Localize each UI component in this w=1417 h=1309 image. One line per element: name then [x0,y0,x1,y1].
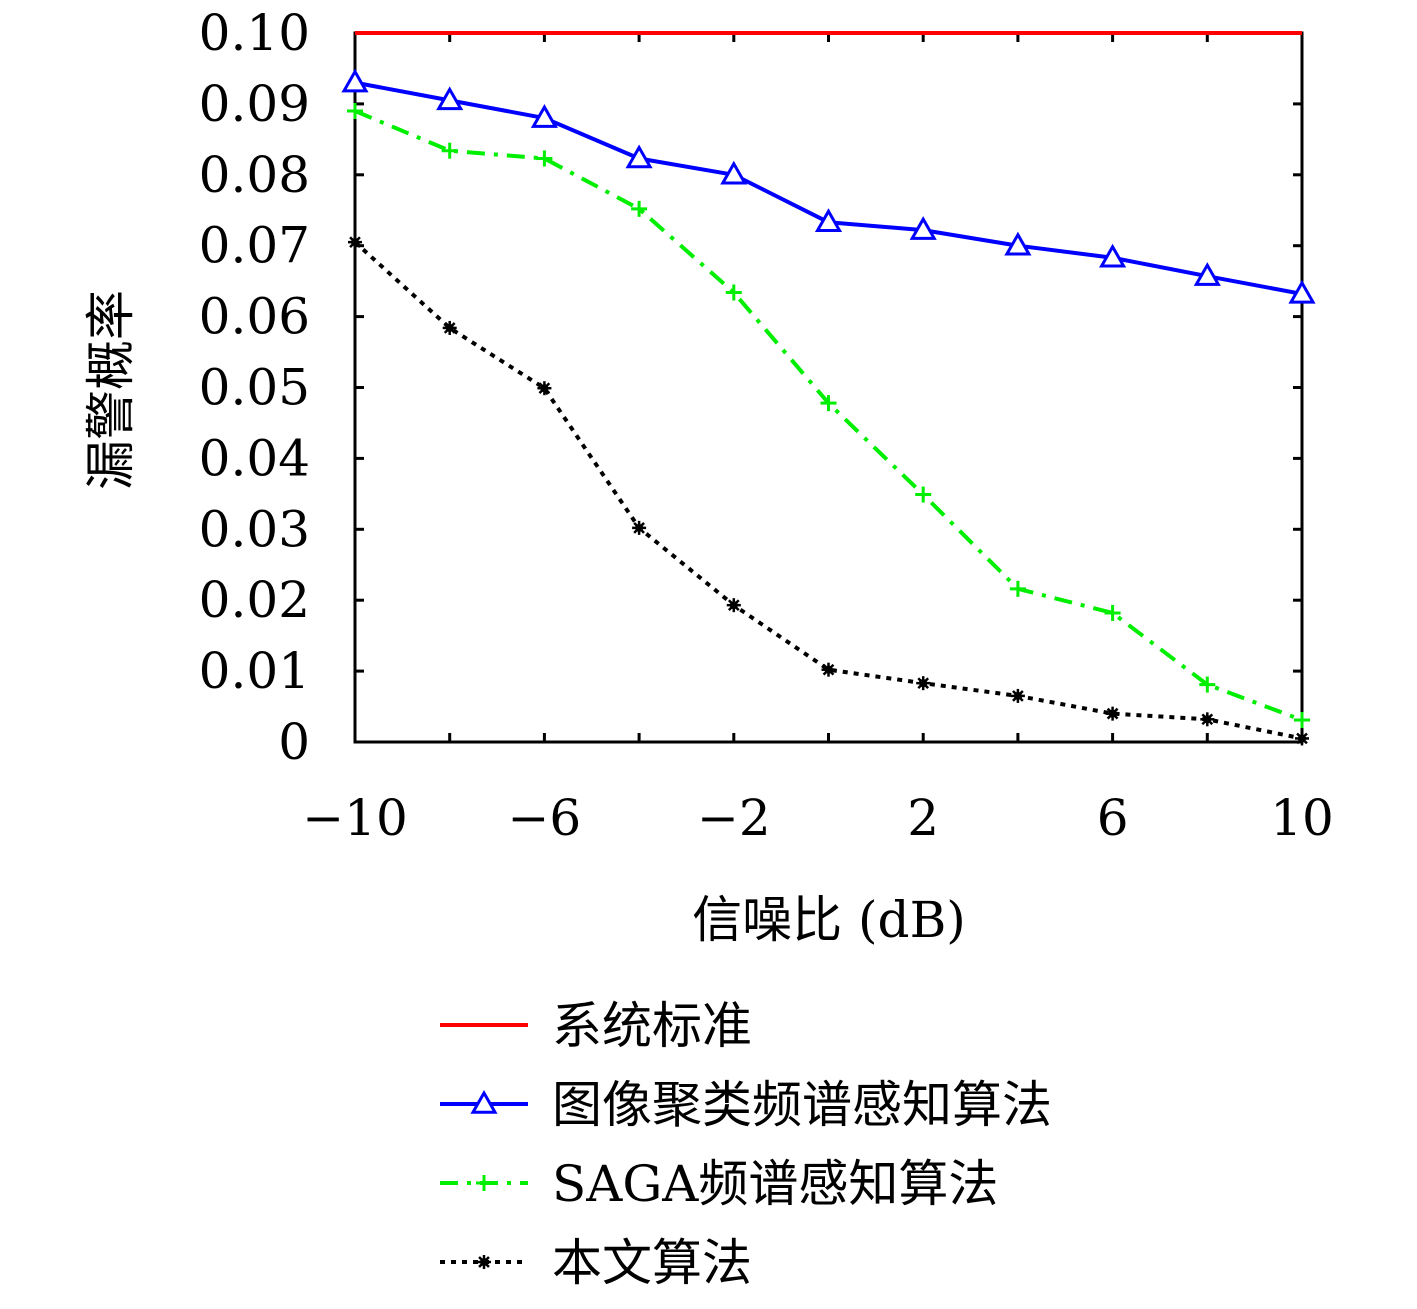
y-tick-label: 0.05 [199,359,310,417]
asterisk-arm [822,663,835,676]
plus-marker [820,395,837,412]
asterisk-arm [1106,707,1119,720]
asterisk-marker [632,520,647,535]
series-2 [347,102,1310,729]
y-axis-title: 漏警概率 [82,290,140,490]
asterisk-arm [1296,732,1308,745]
y-tick-label: 0.02 [199,571,310,629]
x-axis-title: 信噪比 (dB) [692,891,966,949]
legend-item: 图像聚类频谱感知算法 [440,1076,1052,1134]
plus-marker [915,486,932,503]
plus-marker [1009,580,1026,597]
plus-marker [1294,712,1310,729]
x-tick-label: −10 [302,789,408,847]
y-tick-label: 0.04 [199,429,310,487]
x-tick-label: −6 [508,789,582,847]
legend-item: SAGA频谱感知算法 [440,1155,998,1213]
asterisk-arm [727,599,740,611]
series-3 [348,235,1309,746]
triangle-marker [1288,279,1316,304]
plus-marker [1199,676,1216,693]
series-line [354,109,1303,722]
legend-label: 系统标准 [552,997,752,1055]
triangle-marker [1193,262,1221,286]
x-tick-label: 10 [1270,789,1334,847]
triangle-marker [530,104,558,128]
asterisk-marker [1295,731,1309,746]
asterisk-arm [349,236,361,248]
triangle-marker [720,160,748,185]
asterisk-marker [1105,706,1120,721]
plus-marker [441,142,458,159]
plus-marker [725,284,742,301]
triangle-marker [909,216,937,240]
asterisk-arm [1012,690,1024,702]
triangle-marker [436,86,464,111]
plus-marker [476,1175,492,1191]
plus-marker [536,150,553,167]
x-axis: −10 −6 −2 2 6 10 [302,33,1334,847]
x-tick-label: −2 [697,789,771,847]
triangle-marker [814,208,843,233]
triangle-marker [1004,231,1032,256]
x-tick-label: 6 [1097,789,1129,847]
y-tick-label: 0.08 [199,146,310,204]
asterisk-marker [348,235,362,250]
asterisk-marker [916,676,931,691]
y-tick-label: 0.07 [199,217,310,275]
legend-label: 图像聚类频谱感知算法 [552,1076,1052,1134]
asterisk-arm [443,322,456,334]
plus-marker [1104,604,1121,621]
asterisk-arm [633,522,645,534]
series-line [353,240,1303,741]
legend-item: 系统标准 [440,997,752,1055]
legend-item: 本文算法 [440,1234,752,1292]
plus-marker [347,102,363,119]
y-tick-label: 0.10 [199,4,310,62]
series-line [354,80,1303,296]
legend-label: 本文算法 [552,1234,752,1292]
triangle-marker [1099,243,1127,268]
series-layer [341,31,1316,746]
y-tick-label: 0.03 [199,500,310,558]
plus-marker [631,200,648,217]
asterisk-marker [1200,712,1215,727]
y-tick-label: 0 [278,713,310,771]
asterisk-arm [538,382,551,395]
asterisk-marker [726,598,741,613]
asterisk-marker [442,320,457,335]
triangle-marker [470,1089,498,1114]
legend-label: SAGA频谱感知算法 [552,1155,998,1213]
triangle-marker [341,68,369,93]
y-tick-label: 0.06 [199,288,310,346]
asterisk-marker [1010,688,1025,703]
asterisk-marker [821,662,836,677]
plot-border [353,31,1304,744]
asterisk-marker [477,1255,491,1269]
asterisk-arm [917,677,930,689]
asterisk-arm [1201,713,1214,726]
asterisk-arm [478,1256,490,1268]
y-tick-label: 0.09 [199,75,310,133]
y-tick-label: 0.01 [199,642,310,700]
x-tick-label: 2 [907,789,939,847]
y-axis: 0 0.01 0.02 0.03 0.04 0.05 0.06 0.07 0.08 0.09 0.1… [199,4,1302,771]
asterisk-marker [537,381,552,396]
triangle-marker [625,144,653,169]
plot-frame [353,31,1304,744]
series-1 [341,68,1316,304]
